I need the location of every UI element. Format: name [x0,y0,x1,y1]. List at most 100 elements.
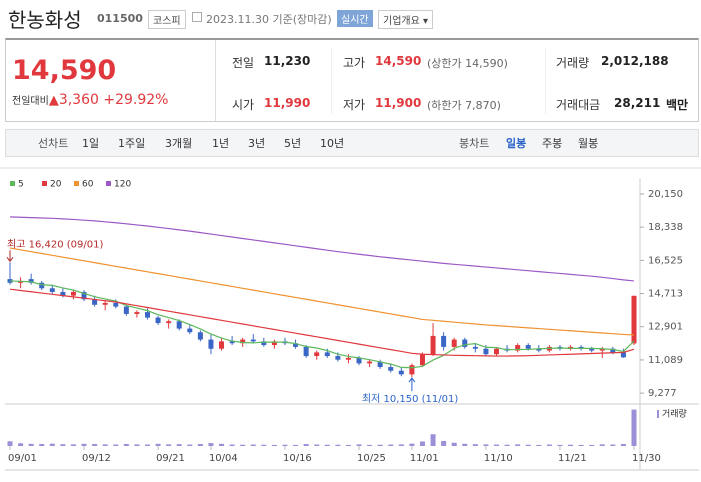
volume-bar [599,444,605,446]
volume-bar [250,444,256,446]
overview-text: 기업개요 [383,16,420,27]
period-button[interactable]: 3년 [248,137,266,150]
candle-body [229,341,235,344]
candle-body [81,291,87,300]
date-basis: 기준(장마감) [272,13,332,26]
candle-body [409,365,415,375]
candle-body [155,317,161,324]
x-tick-label: 09/12 [82,453,111,464]
item-label: 시가 [232,98,255,112]
volume-bar [102,444,108,446]
candle-body [631,295,637,344]
candle-body [60,291,66,296]
volume-bar [18,443,24,446]
volume-bar [451,442,457,446]
y-tick-label: 11,089 [648,355,683,366]
candle-body [494,348,500,355]
volume-bar [144,444,150,446]
x-tick-label: 11/30 [632,453,661,464]
candle-body [589,348,595,351]
volume-bar [356,444,362,446]
volume-bar [377,444,383,446]
volume-bar [303,444,309,446]
volume-bar [367,444,373,446]
legend-label: 5 [18,180,24,190]
volume-bar [441,440,447,446]
volume-bar [419,441,425,446]
candle-body [356,357,362,364]
candle-body [515,345,521,351]
volume-bar [525,444,531,446]
period-button[interactable]: 5년 [284,137,302,150]
period-button[interactable]: 주봉 [542,137,563,150]
item-value: 11,230 [264,54,311,68]
candle-body [314,352,320,357]
volume-bar [92,444,98,446]
candle-body [102,302,108,305]
volume-bar [7,441,13,446]
period-button[interactable]: 1년 [212,137,230,150]
candle-body [599,348,605,351]
volume-bar [589,444,595,446]
item-label: 거래대금 [556,98,601,112]
change-label: 전일대비 [12,96,49,107]
high-arrow [6,250,14,263]
candle-body [536,348,542,351]
period-button[interactable]: 일봉 [506,137,527,150]
item-value: 2,012,188 [601,54,669,68]
period-button[interactable]: 3개월 [165,137,193,150]
ma-line [9,280,635,369]
candle-body [197,332,203,340]
volume-bar [610,444,616,446]
volume-bar [60,444,66,446]
x-tick-label: 10/16 [283,453,312,464]
calendar-icon [192,12,202,22]
volume-bar [123,444,129,446]
candle-body [441,335,447,347]
candle-body [324,352,330,357]
volume-bar [388,444,394,446]
volume-legend: 거래량 [662,408,687,420]
y-tick-label: 14,713 [648,289,683,300]
volume-bar [166,444,172,446]
candle-body [134,312,140,314]
realtime-button[interactable]: 실시간 [337,10,373,27]
item-label: 전일 [232,56,255,70]
candle-body [70,291,76,296]
legend-swatch [42,181,47,186]
candle-body [176,321,182,329]
volume-bar [345,444,351,446]
volume-bar [49,443,55,446]
volume-bar [293,444,299,446]
period-button[interactable]: 1주일 [118,137,146,150]
volume-bar [134,444,140,446]
stock-code: 011500 [97,12,143,25]
item-value: 28,211 [614,96,661,110]
volume-bar [229,444,235,446]
period-button[interactable]: 10년 [320,137,345,150]
candle-body [451,339,457,347]
volume-bar [557,444,563,446]
candle-body [472,346,478,349]
change-value: 3,360 [58,92,99,108]
period-button[interactable]: 월봉 [578,137,599,150]
low-arrow [408,377,416,392]
candle-body [367,361,373,364]
stock-name: 한농화성 [8,8,82,32]
item-label: 저가 [343,98,366,112]
volume-bar [176,444,182,446]
volume-bar [113,444,119,446]
candle-body [250,339,256,342]
overview-button[interactable]: 기업개요 ▾ [378,10,434,29]
candle-body [113,302,119,307]
volume-bar [578,444,584,446]
candle-body [92,299,98,305]
ma-line [9,247,635,336]
period-button[interactable]: 1일 [82,137,100,150]
legend-label: 120 [114,180,131,190]
candle-body [271,341,277,346]
x-tick-label: 10/25 [357,453,386,464]
legend-swatch [10,181,15,186]
